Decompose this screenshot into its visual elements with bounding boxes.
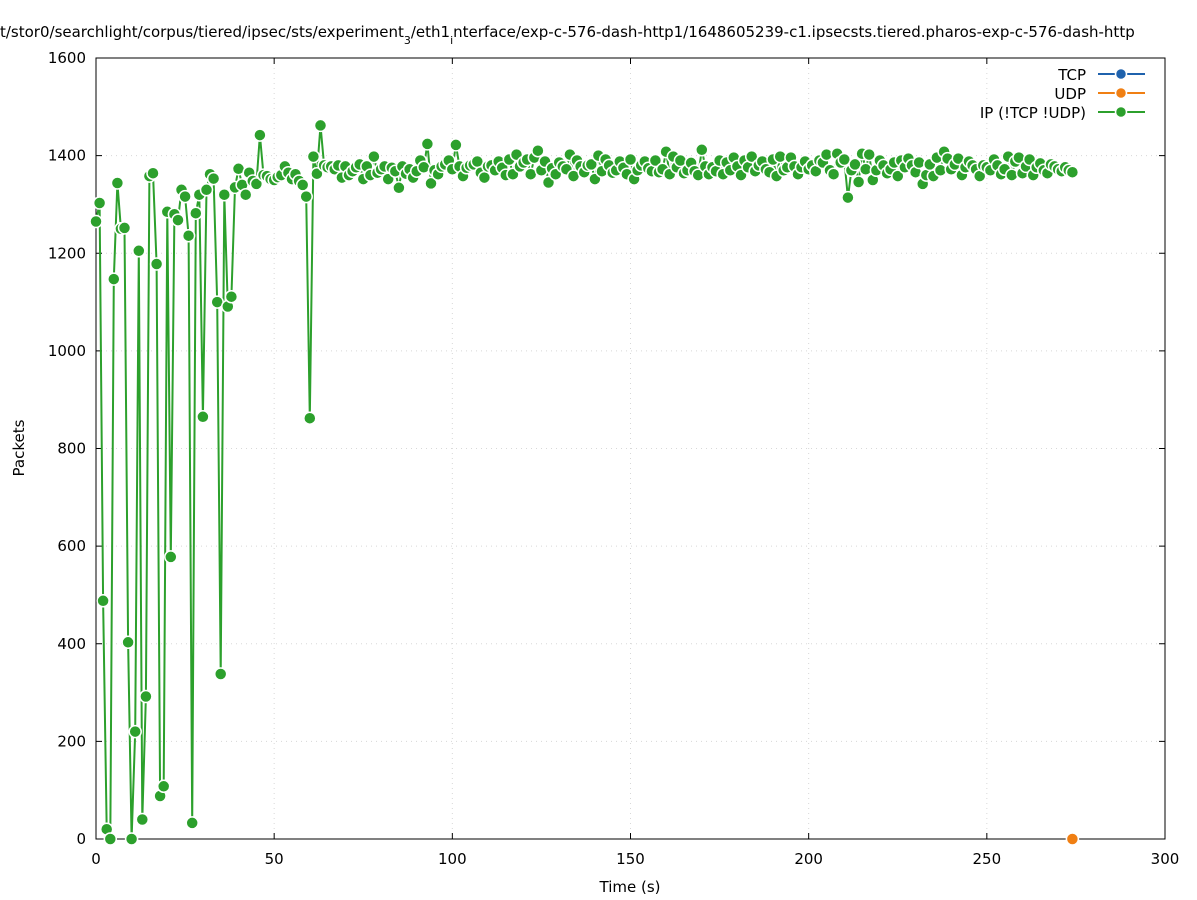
data-point-ip-tcp-udp [584, 157, 599, 172]
legend-item-tcp: TCP [1057, 66, 1145, 84]
x-tick-label: 100 [438, 850, 467, 868]
data-point-ip-tcp-udp [213, 667, 228, 681]
data-point-ip-tcp-udp [623, 152, 638, 167]
y-tick-label: 1200 [48, 244, 86, 262]
y-tick-label: 400 [57, 635, 86, 653]
data-point-ip-tcp-udp [178, 189, 192, 204]
data-point-ip-tcp-udp [367, 149, 381, 164]
y-tick-label: 1600 [48, 49, 86, 67]
data-point-ip-tcp-udp [146, 166, 160, 180]
data-point-ip-tcp-udp [149, 257, 164, 271]
y-tick-label: 600 [57, 537, 86, 555]
data-point-ip-tcp-udp [848, 157, 862, 172]
data-point-udp [1065, 832, 1080, 846]
data-point-ip-tcp-udp [224, 289, 239, 304]
x-tick-label: 250 [973, 850, 1002, 868]
legend-label-udp: UDP [1054, 85, 1086, 103]
data-point-ip-tcp-udp [541, 175, 556, 190]
legend-label-ip: IP (!TCP !UDP) [980, 104, 1086, 122]
data-point-ip-tcp-udp [310, 166, 324, 181]
data-point-ip-tcp-udp [89, 214, 103, 229]
data-point-ip-tcp-udp [238, 187, 253, 202]
data-point-ip-tcp-udp [891, 169, 905, 183]
legend-label-tcp: TCP [1057, 66, 1086, 84]
y-tick-label: 200 [57, 732, 86, 750]
legend-item-ip: IP (!TCP !UDP) [980, 104, 1145, 122]
data-point-ip-tcp-udp [96, 594, 110, 608]
data-point-ip-tcp-udp [851, 175, 866, 189]
data-point-ip-tcp-udp [295, 178, 310, 192]
data-point-ip-tcp-udp [139, 689, 153, 704]
data-point-ip-tcp-udp [206, 171, 221, 186]
data-point-ip-tcp-udp [420, 137, 435, 151]
legend: TCP UDP IP (!TCP !UDP) [980, 66, 1145, 122]
series-line-ip-tcp-udp [95, 124, 1073, 840]
data-point-ip-tcp-udp [217, 187, 232, 202]
data-point-ip-tcp-udp [181, 228, 196, 243]
x-tick-label: 200 [794, 850, 823, 868]
data-point-ip-tcp-udp [249, 177, 264, 191]
legend-marker-tcp [1114, 67, 1128, 81]
data-point-ip-tcp-udp [164, 550, 178, 564]
data-point-ip-tcp-udp [103, 832, 118, 846]
data-point-ip-tcp-udp [196, 410, 210, 424]
y-axis-title: Packets [10, 419, 28, 476]
data-point-ip-tcp-udp [92, 196, 107, 210]
data-point-ip-tcp-udp [826, 167, 841, 181]
data-point-ip-tcp-udp [135, 812, 150, 827]
y-tick-label: 0 [76, 830, 86, 848]
data-point-ip-tcp-udp [695, 143, 709, 157]
data-point-ip-tcp-udp [1005, 168, 1019, 182]
data-point-ip-tcp-udp [253, 128, 267, 142]
data-point-ip-tcp-udp [199, 183, 214, 197]
data-point-ip-tcp-udp [185, 816, 199, 830]
data-point-ip-tcp-udp [303, 411, 317, 425]
x-tick-label: 50 [265, 850, 284, 868]
x-tick-label: 0 [91, 850, 101, 868]
data-point-ip-tcp-udp [531, 143, 545, 158]
data-point-ip-tcp-udp [156, 779, 171, 794]
data-point-ip-tcp-udp [124, 832, 139, 846]
x-tick-label: 300 [1151, 850, 1180, 868]
y-tick-label: 1400 [48, 147, 86, 165]
axis-ticks: 0 50 100 150 200 250 300 0 200 400 600 800 1000 1200 1… [48, 49, 1180, 868]
data-point-ip-tcp-udp [189, 206, 203, 220]
data-point-ip-tcp-udp [171, 213, 185, 227]
y-tick-label: 1000 [48, 342, 86, 360]
x-axis-title: Time (s) [599, 878, 661, 896]
data-point-ip-tcp-udp [107, 272, 121, 286]
data-point-ip-tcp-udp [841, 190, 855, 205]
data-point-ip-tcp-udp [392, 181, 406, 195]
grid [96, 58, 1165, 839]
data-point-ip-tcp-udp [117, 221, 132, 235]
legend-item-udp: UDP [1054, 85, 1145, 103]
legend-marker-ip [1114, 105, 1128, 119]
data-point-ip-tcp-udp [837, 152, 852, 167]
series-layer [89, 118, 1080, 846]
x-tick-label: 150 [616, 850, 645, 868]
data-point-ip-tcp-udp [299, 189, 313, 204]
chart-title: t/stor0/searchlight/corpus/tiered/ipsec/… [0, 23, 1135, 47]
data-point-ip-tcp-udp [313, 118, 328, 133]
data-point-ip-tcp-udp [1065, 165, 1080, 179]
data-point-ip-tcp-udp [306, 149, 321, 164]
data-point-ip-tcp-udp [132, 244, 146, 258]
legend-marker-udp [1114, 86, 1128, 100]
data-point-ip-tcp-udp [424, 176, 438, 191]
data-point-ip-tcp-udp [449, 138, 463, 152]
data-point-ip-tcp-udp [121, 635, 135, 650]
data-point-ip-tcp-udp [110, 176, 125, 190]
data-point-ip-tcp-udp [128, 724, 142, 739]
y-tick-label: 800 [57, 440, 86, 458]
data-point-ip-tcp-udp [477, 170, 492, 185]
data-point-ip-tcp-udp [862, 147, 876, 162]
data-point-ip-tcp-udp [912, 155, 926, 170]
